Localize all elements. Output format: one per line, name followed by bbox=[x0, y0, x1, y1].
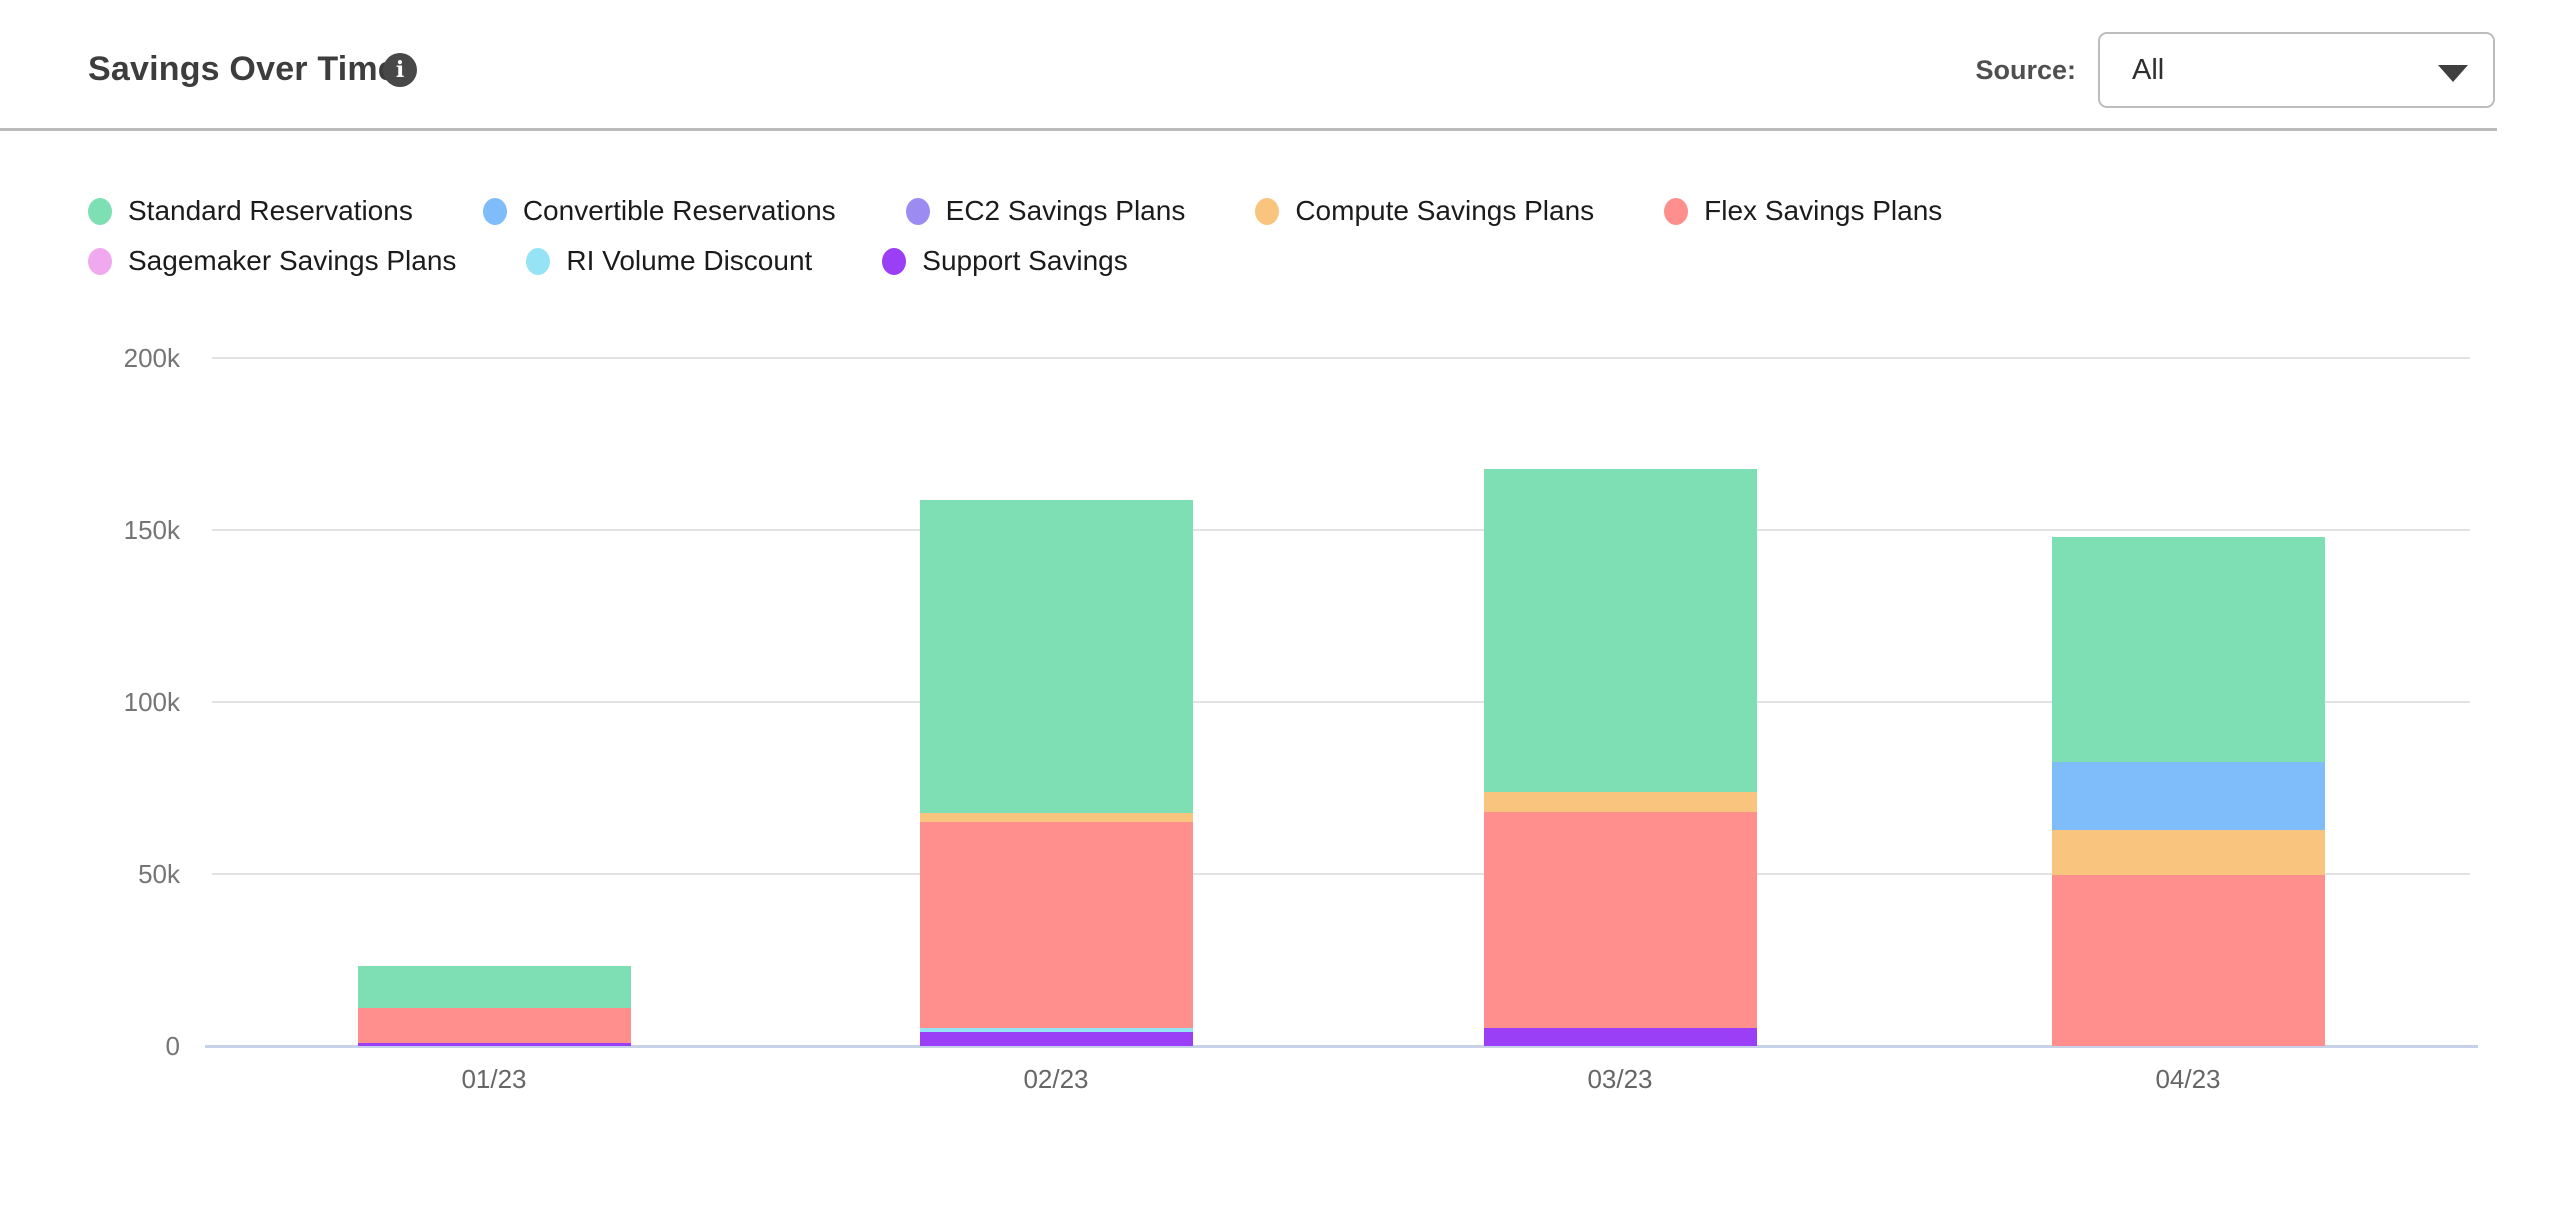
header-divider bbox=[0, 128, 2497, 131]
legend-item-label: Convertible Reservations bbox=[522, 195, 836, 226]
legend-item-label: EC2 Savings Plans bbox=[945, 195, 1186, 226]
source-dropdown-value: All bbox=[2132, 53, 2165, 86]
gridline bbox=[212, 357, 2470, 359]
legend-dot-icon bbox=[905, 197, 930, 225]
bar-segment[interactable] bbox=[1483, 792, 1757, 813]
bar-segment[interactable] bbox=[919, 812, 1193, 822]
bar-segment[interactable] bbox=[2051, 830, 2325, 876]
legend-item[interactable]: Flex Savings Plans bbox=[1664, 195, 1942, 227]
bar-segment[interactable] bbox=[2051, 875, 2325, 1046]
source-dropdown[interactable]: All bbox=[2098, 32, 2495, 108]
info-icon[interactable]: i bbox=[383, 53, 417, 87]
x-axis-tick-label: 04/23 bbox=[2155, 1064, 2221, 1094]
chevron-down-icon bbox=[2438, 65, 2468, 82]
legend-dot-icon bbox=[88, 197, 112, 225]
source-label: Source: bbox=[1975, 54, 2076, 85]
legend-dot-icon bbox=[88, 247, 112, 275]
legend-item[interactable]: RI Volume Discount bbox=[526, 245, 812, 277]
bar-segment[interactable] bbox=[919, 821, 1193, 1029]
legend-row-2: Sagemaker Savings Plans RI Volume Discoun… bbox=[88, 236, 2468, 286]
legend-item[interactable]: Compute Savings Plans bbox=[1255, 195, 1594, 227]
y-axis-tick-label: 50k bbox=[138, 859, 180, 889]
bar-segment[interactable] bbox=[919, 1028, 1193, 1033]
legend-item[interactable]: Sagemaker Savings Plans bbox=[88, 245, 456, 277]
bar-segment[interactable] bbox=[2051, 536, 2325, 763]
x-axis-tick-label: 01/23 bbox=[461, 1064, 527, 1094]
bar-segment[interactable] bbox=[919, 1032, 1193, 1046]
y-axis-tick-label: 0 bbox=[165, 1031, 180, 1061]
y-axis-tick-label: 150k bbox=[123, 515, 180, 545]
x-axis-tick-label: 02/23 bbox=[1023, 1064, 1089, 1094]
x-axis-tick-label: 03/23 bbox=[1587, 1064, 1653, 1094]
legend-dot-icon bbox=[1255, 197, 1280, 225]
bar-segment[interactable] bbox=[357, 1042, 631, 1046]
legend-item-label: Flex Savings Plans bbox=[1704, 195, 1943, 226]
chart-legend: Standard Reservations Convertible Reserva… bbox=[88, 186, 2468, 286]
legend-item-label: Standard Reservations bbox=[128, 195, 413, 226]
y-axis-tick-label: 200k bbox=[123, 343, 180, 373]
gridline bbox=[212, 701, 2470, 703]
legend-item-label: Support Savings bbox=[922, 245, 1128, 276]
bar-segment[interactable] bbox=[2051, 762, 2325, 831]
legend-item-label: Compute Savings Plans bbox=[1295, 195, 1595, 226]
bar-segment[interactable] bbox=[357, 1007, 631, 1043]
source-control: Source: All bbox=[1975, 32, 2495, 108]
card-header: Savings Over Time i Source: All bbox=[0, 0, 2562, 128]
info-icon-glyph: i bbox=[395, 57, 405, 83]
gridline bbox=[212, 529, 2470, 531]
legend-item[interactable]: Convertible Reservations bbox=[482, 195, 836, 227]
bar-segment[interactable] bbox=[1483, 468, 1757, 793]
y-axis-tick-label: 100k bbox=[123, 687, 180, 717]
legend-row-1: Standard Reservations Convertible Reserva… bbox=[88, 186, 2468, 236]
bar-segment[interactable] bbox=[1483, 1028, 1757, 1046]
bar-segment[interactable] bbox=[1483, 812, 1757, 1029]
x-axis-line bbox=[205, 1045, 2478, 1048]
legend-dot-icon bbox=[526, 247, 551, 275]
legend-item-label: Sagemaker Savings Plans bbox=[128, 245, 457, 276]
gridline bbox=[212, 873, 2470, 875]
legend-item[interactable]: EC2 Savings Plans bbox=[905, 195, 1186, 227]
page-title: Savings Over Time bbox=[88, 50, 397, 88]
legend-dot-icon bbox=[482, 197, 507, 225]
legend-item[interactable]: Standard Reservations bbox=[88, 195, 413, 227]
legend-item-label: RI Volume Discount bbox=[566, 245, 813, 276]
legend-dot-icon bbox=[1664, 197, 1689, 225]
legend-item[interactable]: Support Savings bbox=[882, 245, 1128, 277]
bar-segment[interactable] bbox=[357, 965, 631, 1008]
bar-segment[interactable] bbox=[919, 499, 1193, 813]
legend-dot-icon bbox=[882, 247, 907, 275]
